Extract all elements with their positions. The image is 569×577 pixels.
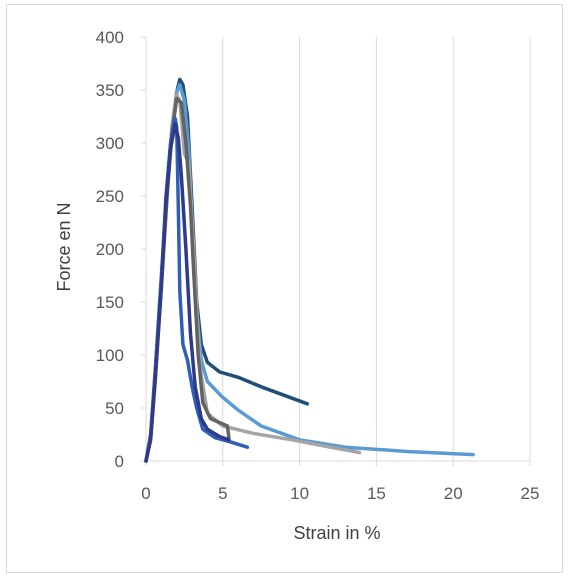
y-tick-label: 0 xyxy=(115,452,124,471)
x-tick-label: 0 xyxy=(141,484,150,503)
y-tick-label: 250 xyxy=(96,187,124,206)
series-group xyxy=(144,77,475,463)
y-tick-label: 100 xyxy=(96,346,124,365)
y-axis-label: Force en N xyxy=(54,202,74,291)
x-tick-label: 10 xyxy=(290,484,309,503)
y-tick-label: 400 xyxy=(96,28,124,47)
y-tick-label: 200 xyxy=(96,240,124,259)
x-tick-label: 25 xyxy=(521,484,540,503)
y-tick-label: 350 xyxy=(96,81,124,100)
x-tick-label: 20 xyxy=(444,484,463,503)
series-line-6 xyxy=(144,122,231,463)
y-tick-label: 150 xyxy=(96,293,124,312)
x-tick-label: 5 xyxy=(218,484,227,503)
grid-lines xyxy=(222,37,531,461)
y-tick-label: 50 xyxy=(105,399,124,418)
chart-frame xyxy=(6,4,563,573)
y-tick-label: 300 xyxy=(96,134,124,153)
x-axis-label: Strain in % xyxy=(293,523,380,543)
axes xyxy=(141,36,531,466)
tick-labels: 0 50 100 150 200 250 300 350 400 0 5 10 15 20 25 xyxy=(96,28,540,503)
x-tick-label: 15 xyxy=(367,484,386,503)
